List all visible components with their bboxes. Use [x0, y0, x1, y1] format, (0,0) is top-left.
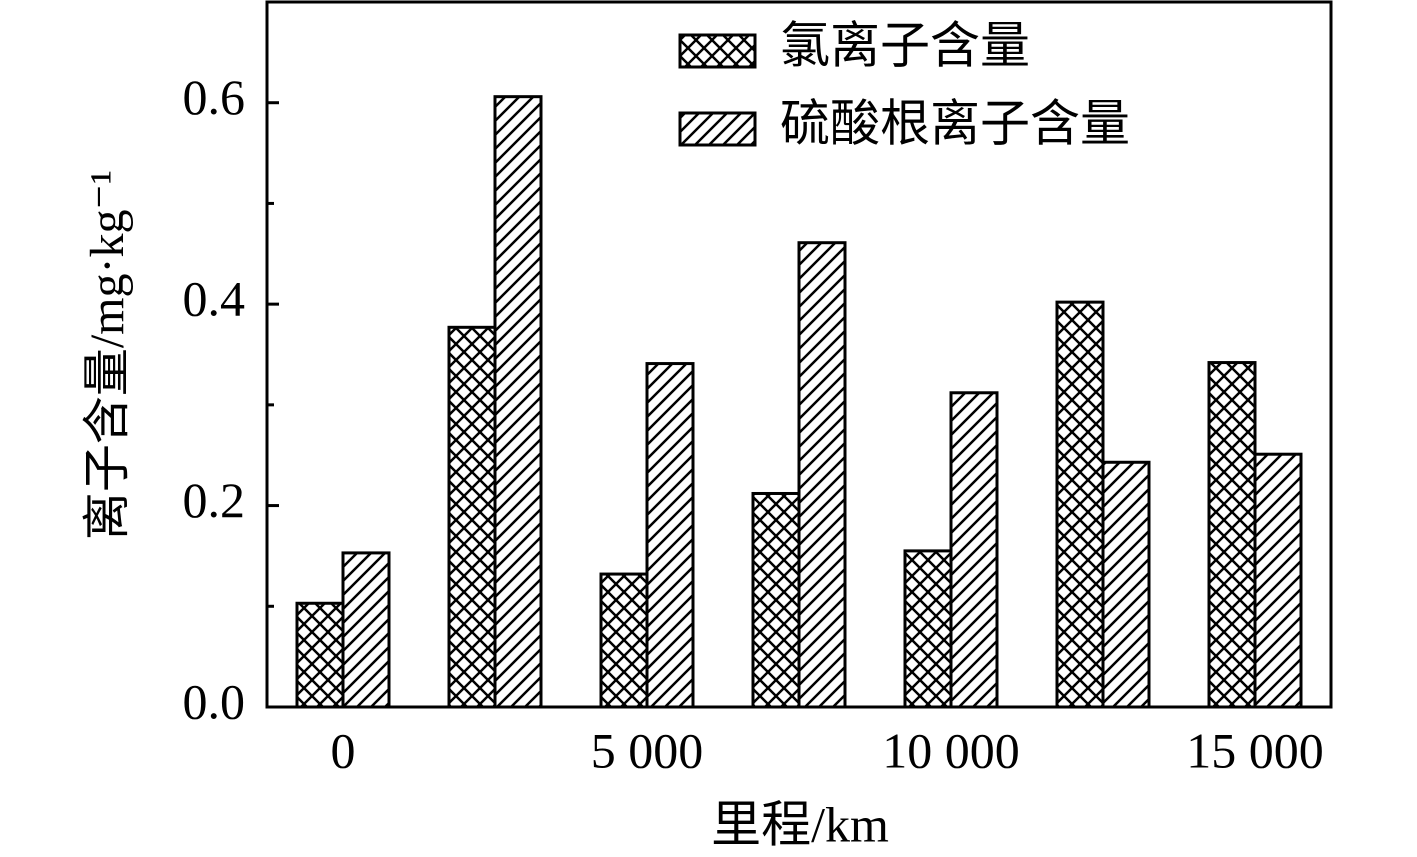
bar: [751, 491, 801, 709]
x-tick-label: 10 000: [882, 722, 1020, 778]
bar: [1101, 460, 1151, 709]
y-tick-label: 0.2: [183, 472, 246, 528]
bar: [1207, 361, 1257, 709]
y-tick-label: 0.6: [183, 69, 246, 125]
y-axis-label: 离子含量/mg·kg⁻¹: [81, 170, 134, 540]
bar: [493, 95, 543, 709]
x-axis-label: 里程/km: [711, 796, 889, 852]
x-tick-label: 5 000: [591, 722, 704, 778]
legend-swatch: [678, 33, 757, 69]
legend-swatch: [678, 111, 757, 147]
x-tick-label: 0: [331, 722, 356, 778]
bar: [949, 391, 999, 709]
bar: [599, 572, 649, 709]
bar: [797, 241, 847, 709]
legend-label: 硫酸根离子含量: [780, 95, 1130, 151]
bar: [295, 601, 345, 709]
x-tick-label: 15 000: [1186, 722, 1324, 778]
bar: [1253, 452, 1303, 709]
bar: [903, 549, 953, 709]
y-tick-label: 0.0: [183, 673, 246, 729]
legend-label: 氯离子含量: [780, 17, 1030, 73]
bar: [447, 325, 497, 709]
y-tick-label: 0.4: [183, 271, 246, 327]
bar: [1055, 300, 1105, 709]
bar: [341, 551, 391, 709]
plot-frame: [265, 0, 1333, 709]
bar: [645, 362, 695, 709]
